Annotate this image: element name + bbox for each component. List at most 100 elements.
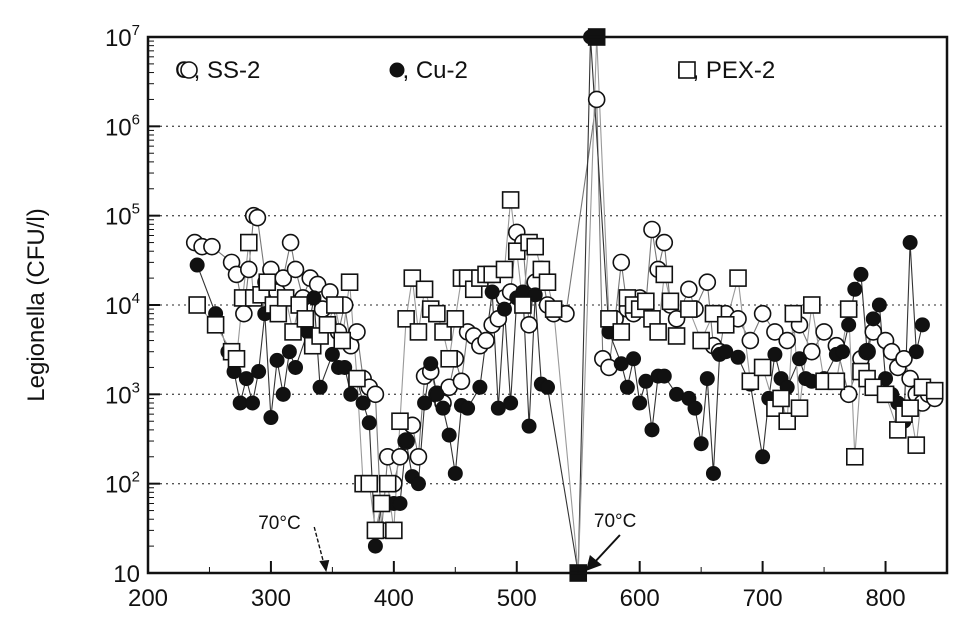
marker-pex2: [729, 269, 747, 287]
y-axis-ticks: 10 102 103 104 105 106 107: [105, 22, 160, 588]
marker-pex2: [372, 494, 391, 513]
marker-pex2: [692, 331, 710, 350]
marker-pex2: [366, 521, 385, 540]
marker-ss2: [348, 323, 366, 341]
marker-pex2: [772, 389, 790, 408]
marker-pex2: [753, 358, 772, 377]
marker-pex2: [284, 323, 302, 341]
marker-pex2: [526, 237, 545, 256]
marker-cu2: [423, 356, 439, 372]
marker-pex2: [876, 385, 895, 404]
marker-cu2: [503, 395, 519, 411]
marker-ss2: [895, 349, 913, 368]
annotation-70c-1: 70°C: [258, 513, 300, 534]
marker-ss2: [778, 331, 797, 350]
marker-pex2: [501, 191, 520, 209]
marker-pex2: [901, 399, 919, 417]
marker-pex2: [716, 316, 735, 334]
marker-pex2: [409, 323, 428, 341]
marker-pex2: [600, 310, 618, 328]
marker-ss2: [802, 342, 821, 361]
marker-pex2: [907, 436, 926, 454]
legend: O, SS-2 ●, Cu-2 □, PEX-2: [175, 57, 775, 84]
marker-cu2: [263, 410, 279, 426]
marker-pex2: [258, 273, 277, 291]
marker-ss2: [766, 323, 784, 341]
marker-pex2: [340, 273, 359, 291]
marker-cu2: [853, 266, 869, 282]
y-tick-label: 103: [105, 379, 140, 409]
marker-pex2: [434, 323, 452, 341]
marker-cu2: [238, 371, 254, 387]
marker-cu2: [626, 351, 642, 367]
y-axis-label: Legionella (CFU/l): [23, 208, 50, 401]
marker-cu2: [447, 465, 463, 481]
marker-pex2: [333, 331, 352, 350]
marker-cu2: [902, 235, 918, 251]
y-tick-label: 107: [105, 22, 140, 52]
marker-cu2: [288, 359, 304, 375]
marker-cu2: [730, 349, 746, 365]
marker-ss2: [452, 372, 471, 391]
marker-pex2: [296, 310, 315, 328]
marker-cu2: [656, 368, 672, 384]
marker-ss2: [235, 304, 253, 323]
y-tick-label: 102: [105, 469, 140, 499]
marker-cu2: [435, 400, 451, 416]
marker-cu2: [251, 364, 267, 380]
marker-pex2: [227, 349, 246, 368]
marker-cu2: [908, 344, 924, 360]
x-tick-label: 500: [497, 585, 537, 612]
marker-ss2: [587, 90, 606, 109]
marker-cu2: [718, 344, 734, 360]
legend-symbol-ss2: [180, 61, 198, 79]
marker-cu2: [281, 344, 297, 360]
marker-pex2: [778, 412, 797, 431]
marker-cu2: [189, 257, 205, 273]
marker-cu2: [324, 346, 340, 362]
marker-cu2: [343, 386, 359, 402]
marker-pex2: [318, 316, 337, 334]
marker-ss2: [698, 273, 717, 291]
marker-ss2: [680, 280, 698, 299]
x-tick-label: 700: [743, 585, 783, 612]
marker-cu2: [859, 344, 875, 360]
y-tick-label: 105: [105, 201, 140, 231]
marker-cu2: [429, 386, 445, 402]
marker-cu2: [361, 415, 377, 431]
marker-cu2: [767, 346, 783, 362]
marker-pex2: [925, 381, 944, 400]
marker-pex2: [827, 372, 846, 391]
marker-ss2: [753, 304, 772, 323]
marker-pex2: [495, 260, 514, 279]
marker-pex2: [397, 310, 415, 328]
annotation-arrowhead-2: [585, 555, 602, 571]
marker-pex2: [741, 372, 760, 391]
y-tick-label: 104: [105, 290, 140, 320]
marker-pex2: [415, 280, 434, 299]
x-tick-label: 300: [251, 585, 291, 612]
marker-cu2: [275, 386, 291, 402]
marker-cu2: [632, 395, 648, 411]
marker-ss2: [477, 331, 495, 350]
marker-pex2: [661, 292, 680, 311]
marker-pex2: [544, 300, 563, 318]
marker-cu2: [865, 311, 881, 327]
marker-cu2: [699, 371, 715, 387]
marker-cu2: [460, 400, 476, 416]
legend-symbol-cu2: [389, 62, 405, 78]
marker-cu2: [398, 433, 414, 449]
legend-symbol-pex2: [678, 61, 696, 79]
marker-cu2: [496, 301, 512, 317]
marker-cu2: [914, 317, 930, 333]
marker-pex2: [326, 296, 344, 314]
marker-ss2: [203, 237, 221, 256]
marker-cu2: [355, 395, 371, 411]
marker-pex2: [206, 316, 225, 334]
marker-cu2: [472, 379, 488, 395]
marker-cu2: [367, 538, 383, 554]
marker-cu2: [521, 418, 537, 434]
marker-pex2: [839, 300, 858, 318]
marker-ss2: [612, 253, 631, 272]
